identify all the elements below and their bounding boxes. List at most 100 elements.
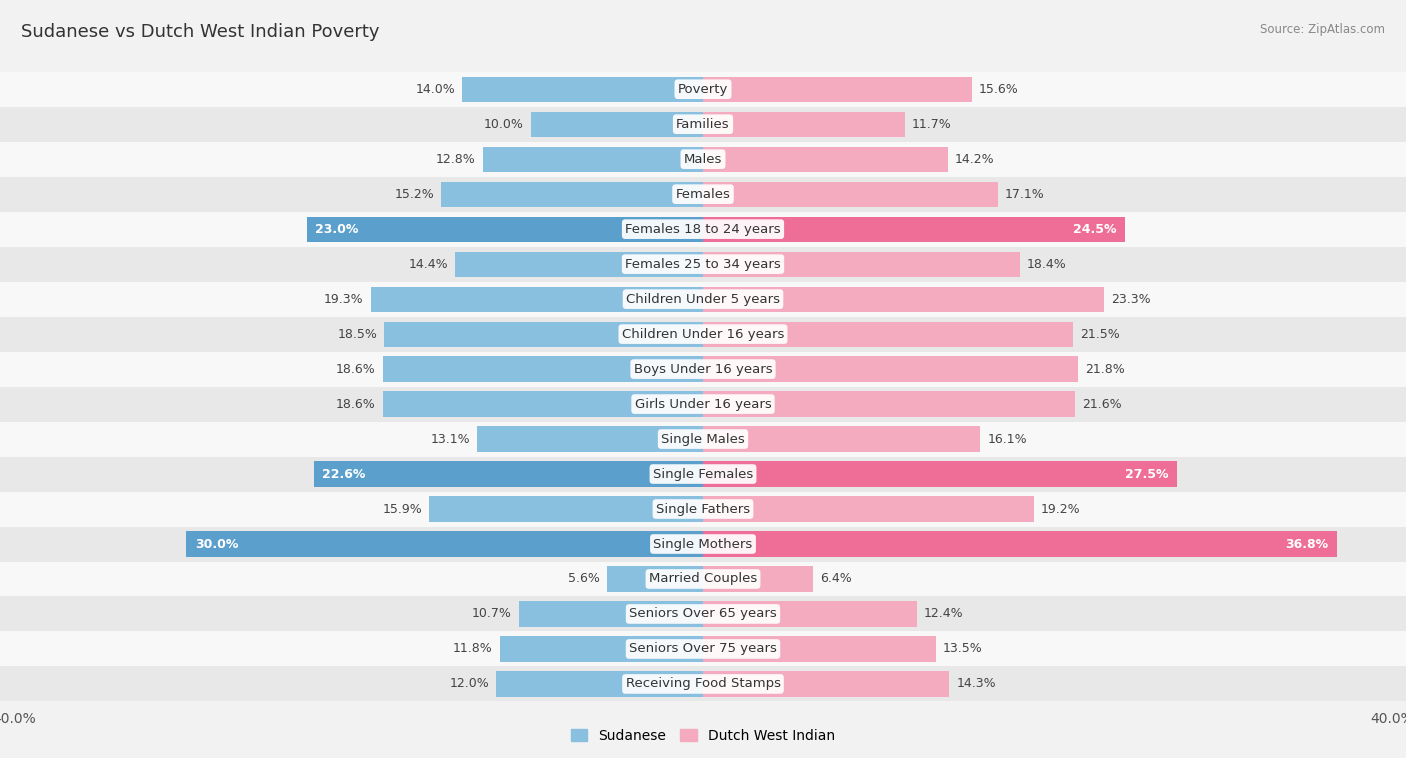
Bar xyxy=(0,246,1406,282)
Text: Seniors Over 65 years: Seniors Over 65 years xyxy=(628,607,778,621)
Bar xyxy=(703,566,813,591)
Text: 13.5%: 13.5% xyxy=(942,643,983,656)
Bar xyxy=(371,287,703,312)
Text: Source: ZipAtlas.com: Source: ZipAtlas.com xyxy=(1260,23,1385,36)
Text: 14.4%: 14.4% xyxy=(409,258,449,271)
Text: Children Under 5 years: Children Under 5 years xyxy=(626,293,780,305)
Bar xyxy=(0,421,1406,456)
Text: 14.0%: 14.0% xyxy=(415,83,456,96)
Text: Single Males: Single Males xyxy=(661,433,745,446)
Bar xyxy=(703,356,1078,382)
Text: Boys Under 16 years: Boys Under 16 years xyxy=(634,362,772,375)
Bar xyxy=(703,287,1104,312)
Text: Single Fathers: Single Fathers xyxy=(657,503,749,515)
Bar xyxy=(703,637,935,662)
Text: 18.5%: 18.5% xyxy=(337,327,377,340)
Bar xyxy=(382,356,703,382)
Bar xyxy=(703,217,1125,242)
Bar xyxy=(384,321,703,346)
Text: 21.5%: 21.5% xyxy=(1080,327,1121,340)
Text: Sudanese vs Dutch West Indian Poverty: Sudanese vs Dutch West Indian Poverty xyxy=(21,23,380,41)
Text: 36.8%: 36.8% xyxy=(1285,537,1329,550)
Text: 12.4%: 12.4% xyxy=(924,607,963,621)
Bar xyxy=(0,142,1406,177)
Bar xyxy=(0,72,1406,107)
Text: 15.2%: 15.2% xyxy=(395,188,434,201)
Text: 15.6%: 15.6% xyxy=(979,83,1018,96)
Text: 18.6%: 18.6% xyxy=(336,398,375,411)
Bar xyxy=(703,321,1073,346)
Text: 13.1%: 13.1% xyxy=(430,433,471,446)
Bar xyxy=(703,601,917,627)
Bar xyxy=(0,211,1406,246)
Bar xyxy=(496,672,703,697)
Text: 18.6%: 18.6% xyxy=(336,362,375,375)
Bar xyxy=(0,107,1406,142)
Bar xyxy=(606,566,703,591)
Bar xyxy=(519,601,703,627)
Bar xyxy=(703,252,1019,277)
Legend: Sudanese, Dutch West Indian: Sudanese, Dutch West Indian xyxy=(571,728,835,743)
Bar xyxy=(0,456,1406,491)
Text: 12.0%: 12.0% xyxy=(450,678,489,691)
Text: Poverty: Poverty xyxy=(678,83,728,96)
Bar xyxy=(0,562,1406,597)
Bar xyxy=(0,527,1406,562)
Text: 21.8%: 21.8% xyxy=(1085,362,1125,375)
Text: 11.7%: 11.7% xyxy=(911,117,950,130)
Text: Girls Under 16 years: Girls Under 16 years xyxy=(634,398,772,411)
Text: 5.6%: 5.6% xyxy=(568,572,599,585)
Text: 6.4%: 6.4% xyxy=(820,572,852,585)
Text: Seniors Over 75 years: Seniors Over 75 years xyxy=(628,643,778,656)
Bar xyxy=(314,462,703,487)
Text: 30.0%: 30.0% xyxy=(195,537,238,550)
Bar xyxy=(0,352,1406,387)
Bar xyxy=(703,182,997,207)
Bar xyxy=(0,491,1406,527)
Bar xyxy=(703,77,972,102)
Bar xyxy=(441,182,703,207)
Bar xyxy=(0,317,1406,352)
Text: 17.1%: 17.1% xyxy=(1004,188,1045,201)
Bar xyxy=(382,391,703,417)
Text: 10.7%: 10.7% xyxy=(472,607,512,621)
Bar xyxy=(703,496,1033,522)
Text: 14.2%: 14.2% xyxy=(955,152,994,166)
Text: Males: Males xyxy=(683,152,723,166)
Bar xyxy=(0,387,1406,421)
Text: Children Under 16 years: Children Under 16 years xyxy=(621,327,785,340)
Bar xyxy=(0,177,1406,211)
Bar xyxy=(703,391,1076,417)
Bar xyxy=(0,631,1406,666)
Bar xyxy=(703,672,949,697)
Text: 19.3%: 19.3% xyxy=(323,293,364,305)
Bar xyxy=(703,111,904,136)
Bar xyxy=(703,531,1337,556)
Text: Females 25 to 34 years: Females 25 to 34 years xyxy=(626,258,780,271)
Bar xyxy=(703,462,1177,487)
Text: 21.6%: 21.6% xyxy=(1083,398,1122,411)
Bar xyxy=(456,252,703,277)
Bar xyxy=(0,282,1406,317)
Text: Married Couples: Married Couples xyxy=(650,572,756,585)
Text: 15.9%: 15.9% xyxy=(382,503,422,515)
Text: 18.4%: 18.4% xyxy=(1026,258,1067,271)
Bar xyxy=(186,531,703,556)
Text: Families: Families xyxy=(676,117,730,130)
Bar xyxy=(478,427,703,452)
Text: Females 18 to 24 years: Females 18 to 24 years xyxy=(626,223,780,236)
Text: 23.3%: 23.3% xyxy=(1111,293,1152,305)
Bar xyxy=(0,597,1406,631)
Bar xyxy=(0,666,1406,701)
Bar xyxy=(531,111,703,136)
Text: 10.0%: 10.0% xyxy=(484,117,524,130)
Text: 16.1%: 16.1% xyxy=(987,433,1026,446)
Text: 12.8%: 12.8% xyxy=(436,152,475,166)
Text: 24.5%: 24.5% xyxy=(1073,223,1116,236)
Text: 11.8%: 11.8% xyxy=(453,643,494,656)
Bar xyxy=(703,146,948,172)
Text: 27.5%: 27.5% xyxy=(1125,468,1168,481)
Bar xyxy=(482,146,703,172)
Bar xyxy=(307,217,703,242)
Text: Receiving Food Stamps: Receiving Food Stamps xyxy=(626,678,780,691)
